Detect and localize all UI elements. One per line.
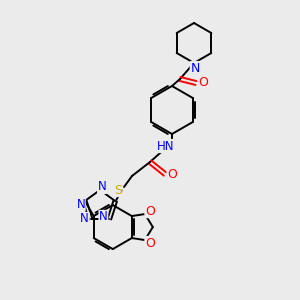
- Text: O: O: [167, 167, 177, 181]
- Text: N: N: [99, 210, 108, 224]
- Text: S: S: [114, 184, 122, 196]
- Text: N: N: [76, 198, 85, 211]
- Text: N: N: [80, 212, 89, 225]
- Text: HN: HN: [157, 140, 175, 152]
- Text: O: O: [198, 76, 208, 89]
- Text: N: N: [98, 181, 106, 194]
- Text: O: O: [145, 205, 155, 218]
- Text: N: N: [190, 61, 200, 74]
- Text: O: O: [145, 237, 155, 250]
